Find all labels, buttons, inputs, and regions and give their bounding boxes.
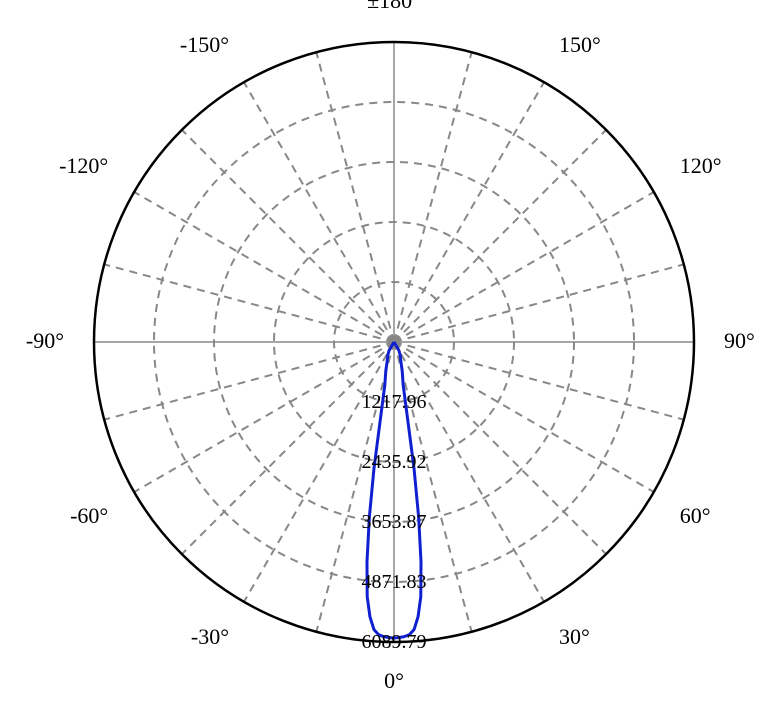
angle-label: 120° — [680, 153, 722, 178]
angle-label: -30° — [191, 624, 229, 649]
angle-label: 150° — [559, 32, 601, 57]
angle-label: 0° — [384, 668, 404, 693]
angle-label: -120° — [59, 153, 108, 178]
angle-label: 90° — [724, 328, 755, 353]
radial-label: 3653.87 — [362, 511, 427, 533]
angle-label: 30° — [559, 624, 590, 649]
angle-label: -150° — [180, 32, 229, 57]
radial-label: 6089.79 — [362, 631, 427, 653]
radial-label: 1217.96 — [362, 391, 427, 413]
angle-label: -90° — [26, 328, 64, 353]
polar-chart: 1217.96 2435.92 3653.87 4871.83 6089.79 ±180… — [0, 0, 764, 708]
angle-label: ±180° — [367, 0, 421, 13]
radial-label: 4871.83 — [362, 571, 427, 593]
angle-label: -60° — [70, 503, 108, 528]
angle-label: 60° — [680, 503, 711, 528]
radial-label: 2435.92 — [362, 451, 427, 473]
